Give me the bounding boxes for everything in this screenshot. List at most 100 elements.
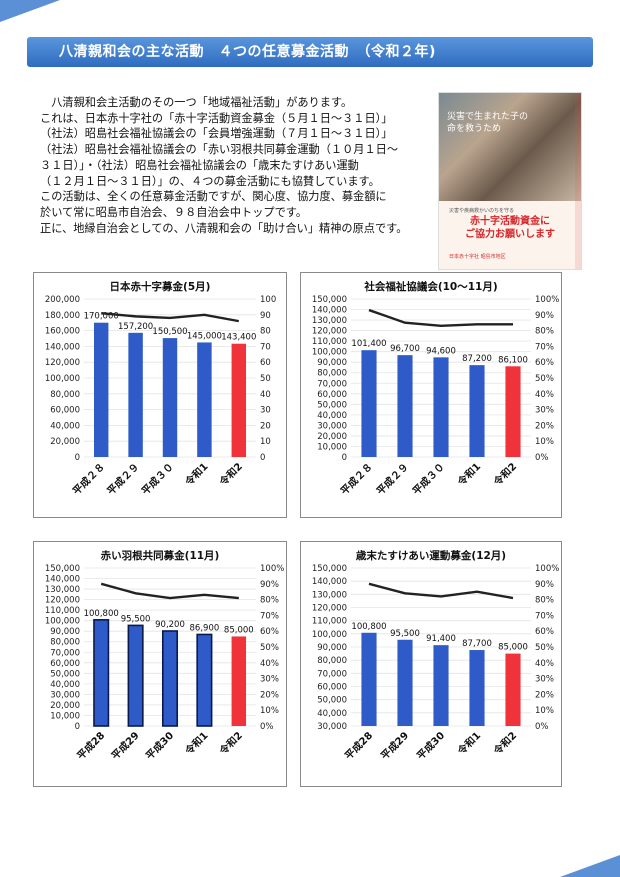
y2-tick-label: 70% [535,611,554,621]
bar [397,355,413,457]
bar-value-label: 100,800 [351,622,386,632]
chart-title: 歳末たすけあい運動募金(12月) [356,549,506,562]
poster-stripe [575,93,581,269]
y2-tick-label: 0% [535,453,549,463]
y-tick-label: 60,000 [317,390,347,400]
bar [231,636,247,726]
x-tick-label: 平成28 [74,729,107,762]
y-tick-label: 100,000 [312,348,347,358]
y2-tick-label: 100% [535,295,559,305]
corner-decoration-top [0,0,60,22]
y-tick-label: 120,000 [312,604,347,614]
chart-red-feather: 赤い羽根共同募金(11月) 0 10,000 20,000 30,000 40,000 50… [33,541,287,787]
poster-caption-line: 災害で生まれた子の [447,112,529,122]
y-tick-label: 140,000 [312,577,347,587]
bar-value-label: 145,000 [187,331,222,341]
chart-title: 社会福祉協議会(10～11月) [363,280,497,293]
y-tick-label: 40,000 [317,411,347,421]
x-tick-label: 平成２８ [70,460,107,497]
y2-tick-label: 0% [260,722,274,732]
bar-value-label: 143,400 [221,333,256,343]
y-tick-label: 120,000 [312,327,347,337]
y2-tick-label: 30% [535,675,554,685]
y2-tick-label: 40 [260,390,271,400]
y2-tick-label: 100% [260,564,284,574]
ratio-line [100,582,239,600]
y2-tick-label: 100% [535,564,559,574]
y-tick-label: 80,000 [50,390,80,400]
y-tick-label: 150,000 [312,564,347,574]
x-tick-label: 令和1 [182,729,211,758]
y2-tick-label: 40% [535,659,554,669]
y-tick-label: 100,000 [45,617,80,627]
x-tick-label: 令和1 [182,460,211,489]
bar [162,338,178,457]
y2-tick-label: 80% [535,327,554,337]
y-tick-label: 100,000 [45,374,80,384]
bar [231,343,247,457]
y2-tick-label: 60% [260,627,279,637]
intro-line: ３１日）」・（社法）昭島社会福祉協議会の「歳末たすけあい運動 [40,158,359,172]
y-tick-label: 30,000 [50,690,80,700]
y-tick-label: 60,000 [50,659,80,669]
bar [196,633,213,727]
y-tick-label: 120,000 [45,358,80,368]
bar [127,624,144,727]
bar-value-label: 150,500 [152,327,187,337]
bar-value-label: 157,200 [118,322,153,332]
y2-tick-label: 10% [535,706,554,716]
bar-value-label: 90,200 [155,620,185,630]
bar [505,653,521,726]
y-tick-label: 140,000 [45,575,80,585]
x-tick-label: 平成30 [414,729,447,762]
y2-tick-label: 70% [535,342,554,352]
chart-svg: 日本赤十字募金(5月) 0 20,000 40,000 60,000 80,000 100,… [45,280,276,497]
x-tick-label: 令和2 [490,460,519,489]
x-tick-label: 令和2 [216,460,245,489]
y-tick-label: 0 [75,453,80,463]
y-tick-label: 110,000 [45,606,80,616]
y2-tick-label: 20% [535,421,554,431]
intro-line: これは、日本赤十字社の「赤十字活動資金募金（５月１日～３１日）」 [40,111,393,125]
x-tick-label: 平成２９ [374,460,411,497]
bar [433,645,449,726]
y2-tick-label: 80 [260,327,271,337]
y-tick-label: 130,000 [312,590,347,600]
y-tick-label: 200,000 [45,295,80,305]
y2-tick-label: 60% [535,627,554,637]
chart-title: 日本赤十字募金(5月) [110,280,211,293]
x-tick-label: 令和1 [454,460,483,489]
chart-red-cross-fund: 日本赤十字募金(5月) 0 20,000 40,000 60,000 80,000 100,… [33,272,287,518]
red-cross-logo: 日本赤十字社 昭島市地区 [449,254,506,260]
bar-value-label: 91,400 [426,634,456,644]
y-tick-label: 10,000 [50,711,80,721]
bar-value-label: 95,500 [121,614,151,624]
intro-line: この活動は、全くの任意募金活動ですが、関心度、協力度、募金額に [40,190,387,204]
bar-value-label: 87,200 [462,354,492,364]
y-tick-label: 130,000 [45,585,80,595]
bar [361,632,377,726]
y2-tick-label: 20% [535,690,554,700]
bar-value-label: 101,400 [351,339,386,349]
y-tick-label: 70,000 [317,379,347,389]
y2-tick-label: 10 [260,437,271,447]
ratio-line [368,308,513,328]
y-tick-label: 60,000 [50,406,80,416]
y2-tick-label: 40% [260,659,279,669]
ratio-line [368,582,514,600]
y2-tick-label: 20% [260,690,279,700]
bar-value-label: 94,600 [426,346,456,356]
x-tick-label: 平成30 [143,729,176,762]
x-tick-label: 平成28 [342,729,375,762]
y2-tick-label: 0% [535,722,549,732]
x-tick-label: 令和2 [216,729,245,758]
bar-value-label: 100,800 [84,609,119,619]
bar-value-label: 87,700 [462,639,492,649]
intro-line: 於いて常に昭島市自治会、９８自治会中トップです。 [40,205,308,219]
x-tick-label: 平成29 [378,729,411,762]
y-tick-label: 20,000 [50,437,80,447]
y-tick-label: 40,000 [50,680,80,690]
bar-value-label: 85,000 [224,625,254,635]
y-tick-label: 100,000 [312,630,347,640]
red-cross-poster: 災害で生まれた子の 命を救うため 災害や疾病救かいのちを守る 赤十字活動資金に … [438,92,582,270]
